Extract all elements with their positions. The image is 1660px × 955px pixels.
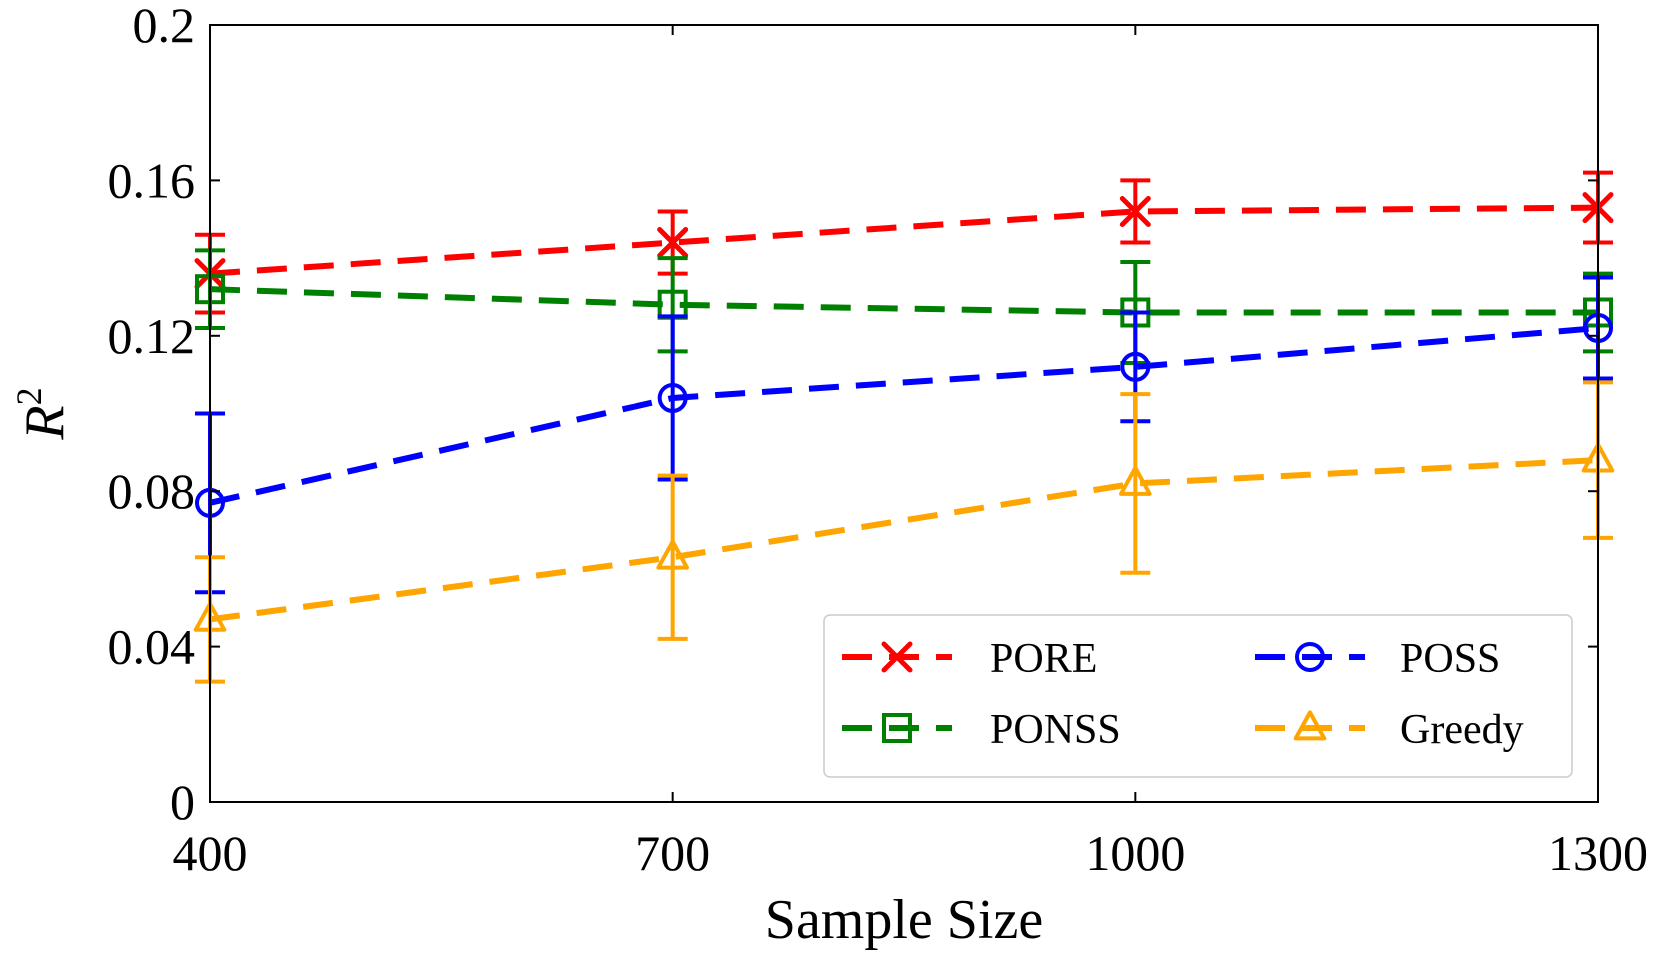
legend-item-poss: POSS (1255, 636, 1500, 682)
y-tick-label: 0.08 (108, 463, 196, 519)
series-pore (194, 170, 1614, 315)
x-tick-label: 1300 (1548, 825, 1648, 881)
legend-item-greedy: Greedy (1255, 707, 1524, 753)
legend-marker (882, 713, 912, 743)
series-layer (193, 170, 1615, 684)
data-point (657, 227, 689, 259)
y-axis-title-sup: 2 (9, 387, 49, 405)
series-line (209, 204, 1599, 277)
data-point (1119, 195, 1151, 227)
data-point (656, 539, 689, 570)
legend-item-pore: PORE (842, 636, 1097, 682)
y-axis-title: R2 (9, 387, 76, 440)
plot-frame (209, 24, 1599, 803)
y-axis-title-base: R (14, 405, 76, 440)
legend-label: PORE (990, 636, 1097, 682)
legend-marker (881, 641, 913, 673)
legend-label: PONSS (990, 707, 1121, 753)
x-tick-label: 1000 (1085, 825, 1185, 881)
y-tick-label: 0.2 (133, 0, 196, 53)
x-axis-title: Sample Size (765, 889, 1043, 951)
legend-label: Greedy (1400, 707, 1524, 753)
y-tick-label: 0.16 (108, 152, 196, 208)
legend: PORE PONSS POSS Greedy (823, 614, 1573, 778)
series-line (209, 286, 1598, 316)
y-tick-label: 0.04 (108, 619, 196, 675)
legend-box (823, 614, 1573, 778)
series-line (209, 325, 1599, 506)
ticks-layer: 400 700 1000 1300 0 0.04 0.08 0.12 0.16 0.2 (108, 0, 1649, 881)
y-tick-label: 0.12 (108, 308, 196, 364)
data-point (657, 382, 688, 413)
y-tick-label: 0 (170, 774, 195, 830)
x-tick-label: 700 (635, 825, 710, 881)
series-poss (195, 275, 1613, 595)
legend-item-ponss: PONSS (842, 707, 1121, 753)
x-tick-label: 400 (173, 825, 248, 881)
data-point (1120, 351, 1151, 382)
series-line (209, 457, 1599, 623)
data-point (1119, 465, 1152, 496)
legend-label: POSS (1400, 636, 1500, 682)
legend-marker (1293, 710, 1327, 741)
legend-marker (1295, 642, 1325, 672)
